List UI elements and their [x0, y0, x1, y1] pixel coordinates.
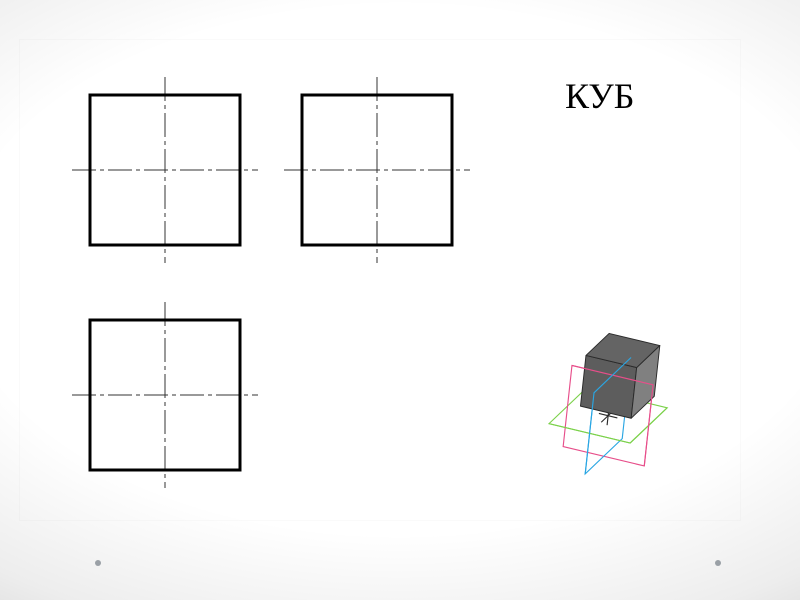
side-view [284, 77, 470, 263]
front-view [72, 77, 258, 263]
top-view [72, 302, 258, 488]
isometric-cube [520, 310, 710, 500]
drawing-panel: КУБ [20, 40, 740, 520]
decor-dot [715, 560, 721, 566]
decor-dot [95, 560, 101, 566]
page-title: КУБ [565, 75, 634, 117]
